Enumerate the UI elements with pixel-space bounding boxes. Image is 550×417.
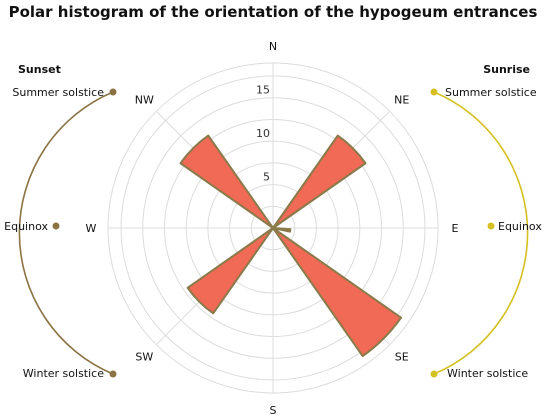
sunset-summer-solstice-label: Summer solstice (12, 86, 104, 99)
sunset-arc (18, 91, 114, 375)
direction-label: NW (135, 93, 154, 106)
sunset-winter-solstice-label: Winter solstice (23, 367, 104, 380)
direction-label: SE (395, 351, 409, 364)
direction-label: E (452, 222, 459, 235)
direction-label: S (270, 404, 277, 417)
radial-tick-labels: 5 10 15 (256, 84, 270, 184)
sunset-equinox-dot (52, 222, 60, 230)
histogram-bar (272, 134, 367, 229)
sunrise-equinox-dot (487, 222, 495, 230)
histogram-bar (179, 134, 274, 229)
direction-label: N (269, 40, 277, 53)
sunset-equinox-label: Equinox (4, 220, 48, 233)
sunset-winter-solstice-dot (109, 370, 117, 378)
sunrise-title: Sunrise (483, 63, 530, 76)
chart-title: Polar histogram of the orientation of th… (9, 3, 538, 21)
sunset-summer-solstice-dot (109, 88, 117, 96)
sunset-annotation: Sunset Summer solstice Equinox Winter so… (4, 63, 117, 380)
radial-tick-label: 15 (256, 84, 270, 97)
sunset-title: Sunset (18, 63, 61, 76)
sunrise-winter-solstice-label: Winter solstice (447, 367, 528, 380)
sunrise-summer-solstice-dot (430, 88, 438, 96)
sunrise-arc (433, 91, 529, 375)
radial-tick-label: 5 (263, 171, 270, 184)
histogram-bar (272, 227, 292, 233)
direction-label: W (86, 222, 97, 235)
sunrise-winter-solstice-dot (430, 370, 438, 378)
histogram-bars (179, 134, 403, 358)
histogram-bar (186, 227, 274, 315)
radial-tick-label: 10 (256, 127, 270, 140)
sunrise-summer-solstice-label: Summer solstice (445, 86, 537, 99)
sunrise-annotation: Sunrise Summer solstice Equinox Winter s… (430, 63, 542, 380)
direction-label: NE (394, 93, 409, 106)
direction-labels: N NE E SE S SW W NW (86, 40, 459, 417)
sunrise-equinox-label: Equinox (498, 220, 542, 233)
direction-label: SW (135, 351, 153, 364)
histogram-bar (272, 227, 403, 358)
